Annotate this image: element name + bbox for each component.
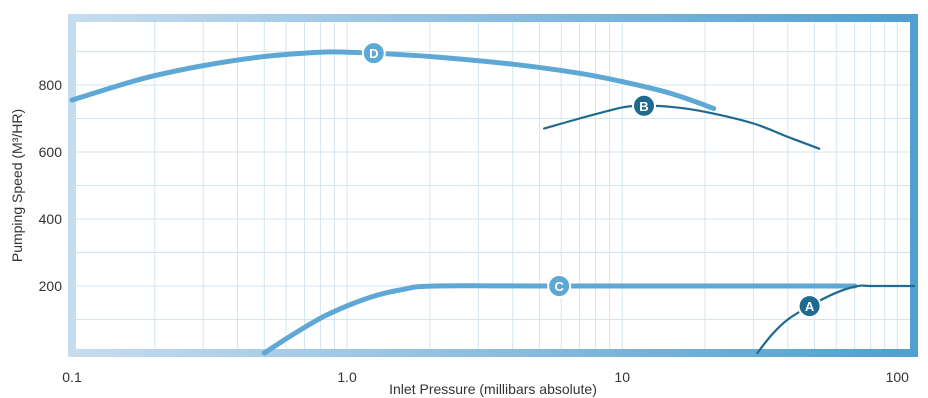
series-line-d (69, 49, 717, 111)
y-tick-labels: 200 400 600 800 (39, 77, 63, 294)
series-marker-d (361, 41, 386, 66)
x-tick-label: 0.1 (62, 369, 82, 385)
x-tick-labels: 0.1 1.0 10 100 (62, 369, 909, 385)
x-tick-label: 1.0 (337, 369, 357, 385)
series-markers: D B C A (361, 41, 822, 319)
series-marker-a (797, 294, 822, 319)
series-line-c (261, 283, 858, 356)
x-axis-title: Inlet Pressure (millibars absolute) (389, 381, 597, 397)
series-marker-c (547, 274, 572, 298)
series-marker-label-b: B (639, 99, 648, 114)
plot-frame (68, 14, 918, 357)
series-marker-label-a: A (805, 299, 815, 314)
y-tick-label: 600 (39, 144, 63, 160)
y-tick-label: 800 (39, 77, 63, 93)
series-marker-b (631, 93, 656, 118)
y-axis-title: Pumping Speed (M³/HR) (9, 109, 25, 262)
x-tick-label: 10 (614, 369, 630, 385)
x-tick-label: 100 (886, 369, 910, 385)
y-tick-label: 400 (39, 211, 63, 227)
series-marker-label-c: C (554, 279, 564, 294)
series-line-b (543, 104, 821, 150)
y-tick-label: 200 (39, 278, 63, 294)
series-line-a (756, 284, 916, 355)
series-marker-label-d: D (369, 46, 378, 61)
